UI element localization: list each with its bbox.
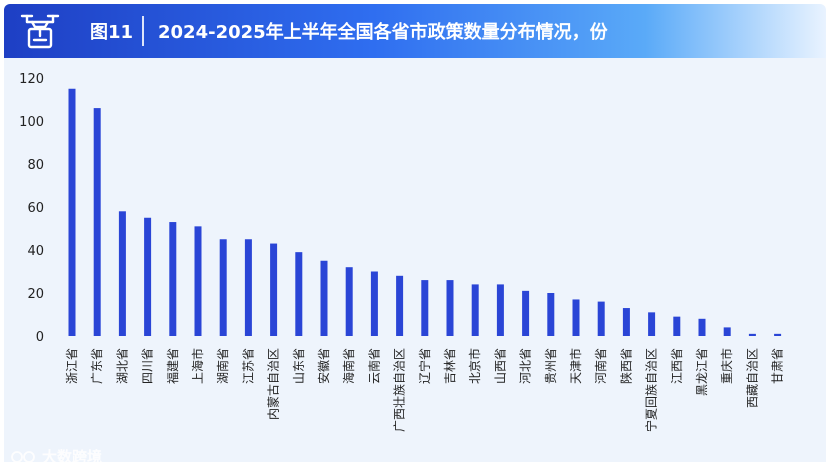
bar xyxy=(698,318,706,336)
x-tick-label: 湖北省 xyxy=(114,348,129,384)
bar xyxy=(421,280,429,336)
bar-chart: 0 20 40 60 80 100 120 浙江省 广东省 湖北省 四川省 福建省 上海市 湖南省 江苏省… xyxy=(19,72,785,432)
x-tick-label: 云南省 xyxy=(366,348,381,384)
y-axis: 0 20 40 60 80 100 120 xyxy=(19,72,44,345)
x-tick-label: 山西省 xyxy=(493,348,507,384)
x-tick-label: 四川省 xyxy=(141,348,155,384)
bar xyxy=(270,243,278,336)
watermark-logo-icon xyxy=(11,450,35,463)
bar xyxy=(446,280,454,336)
bar xyxy=(345,267,353,336)
x-tick-label: 广东省 xyxy=(90,348,104,384)
bar xyxy=(169,222,177,336)
bar xyxy=(572,299,580,336)
bar xyxy=(295,252,303,336)
x-tick-label: 山东省 xyxy=(292,348,306,384)
x-tick-label: 福建省 xyxy=(165,348,180,384)
y-tick-label: 100 xyxy=(19,115,44,130)
x-tick-label: 贵州省 xyxy=(544,348,558,384)
bar xyxy=(673,316,681,336)
x-axis-labels: 浙江省 广东省 湖北省 四川省 福建省 上海市 湖南省 江苏省 内蒙古自治区 山东省 安徽省 海南省云… xyxy=(65,348,785,432)
bar xyxy=(471,284,479,336)
x-tick-label: 安徽省 xyxy=(316,348,331,384)
x-tick-label: 吉林省 xyxy=(443,348,457,384)
bar xyxy=(396,275,404,336)
bar xyxy=(68,88,76,336)
figure-header: 图11 2024-2025年上半年全国各省市政策数量分布情况，份 xyxy=(4,4,826,58)
y-tick-label: 80 xyxy=(27,158,44,173)
x-tick-label: 河南省 xyxy=(593,348,608,384)
x-tick-label: 湖南省 xyxy=(215,348,230,384)
bar xyxy=(118,211,126,336)
x-tick-label: 江苏省 xyxy=(241,348,255,384)
bar xyxy=(194,226,202,336)
bar xyxy=(370,271,378,336)
x-tick-label: 浙江省 xyxy=(65,348,79,384)
bar xyxy=(144,217,152,336)
x-tick-label: 辽宁省 xyxy=(417,348,432,384)
y-tick-label: 20 xyxy=(27,287,44,302)
header-divider xyxy=(142,16,144,46)
x-tick-label: 天津市 xyxy=(568,348,583,384)
y-tick-label: 0 xyxy=(36,330,44,345)
x-tick-label: 黑龙江省 xyxy=(695,348,709,396)
x-tick-label: 北京市 xyxy=(467,348,482,384)
bar xyxy=(496,284,504,336)
watermark: 大数跨境 xyxy=(10,446,102,467)
bar xyxy=(93,108,101,336)
bar-series xyxy=(68,88,782,336)
drone-package-icon xyxy=(20,14,60,49)
x-tick-label: 甘肃省 xyxy=(771,348,785,384)
bar xyxy=(547,293,555,336)
bar xyxy=(597,301,605,336)
x-tick-label: 江西省 xyxy=(670,348,684,384)
figure-label: 图11 xyxy=(90,22,134,43)
bar xyxy=(522,290,530,336)
x-tick-label: 重庆市 xyxy=(719,348,734,384)
x-tick-label: 广西壮族自治区 xyxy=(393,348,407,432)
watermark-text: 大数跨境 xyxy=(42,448,103,466)
bar xyxy=(774,333,782,336)
bar xyxy=(648,312,656,336)
chart-title: 2024-2025年上半年全国各省市政策数量分布情况，份 xyxy=(158,22,608,43)
bar xyxy=(244,239,252,336)
x-tick-label: 海南省 xyxy=(341,348,356,384)
x-tick-label: 西藏自治区 xyxy=(745,348,759,408)
bar xyxy=(320,260,328,336)
x-tick-label: 内蒙古自治区 xyxy=(266,348,281,420)
x-tick-label: 陕西省 xyxy=(618,348,633,384)
x-tick-label: 上海市 xyxy=(190,348,205,384)
x-tick-label: 宁夏回族自治区 xyxy=(644,348,659,432)
y-tick-label: 40 xyxy=(27,244,44,259)
bar xyxy=(219,239,227,336)
x-tick-label: 河北省 xyxy=(519,348,533,384)
y-tick-label: 120 xyxy=(19,72,44,87)
chart-area: 0 20 40 60 80 100 120 浙江省 广东省 湖北省 四川省 福建省 上海市 湖南省 江苏省… xyxy=(4,58,826,462)
bar xyxy=(622,308,630,336)
bar xyxy=(723,327,731,336)
bar xyxy=(748,333,756,336)
y-tick-label: 60 xyxy=(27,201,44,216)
